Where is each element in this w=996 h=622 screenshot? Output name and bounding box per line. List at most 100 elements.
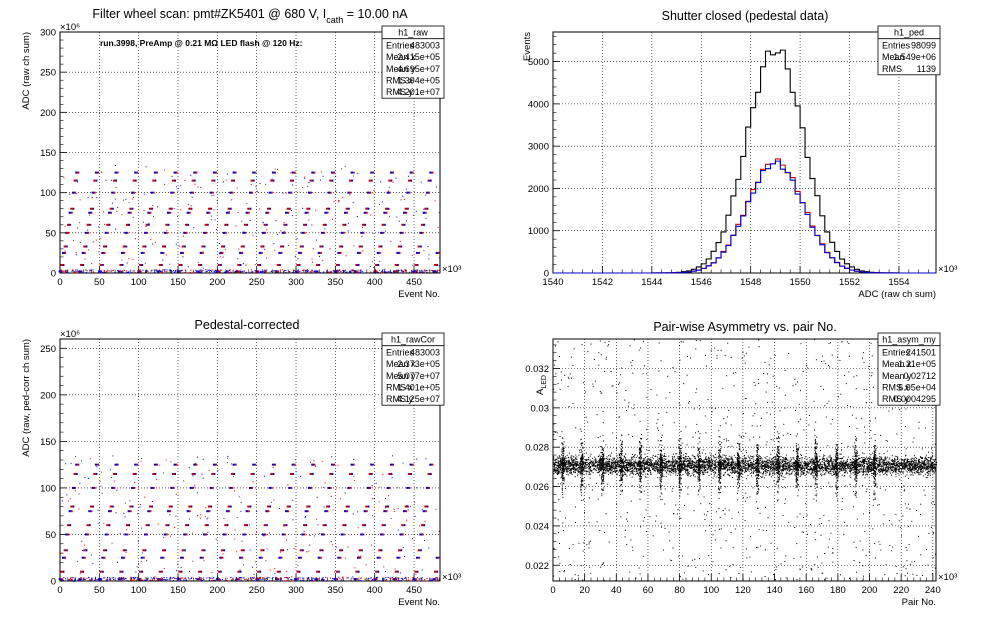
scatter-point [560,461,562,463]
y-tick-label: 3000 [528,142,549,153]
scatter-point [870,465,872,467]
scatter-point [559,458,561,460]
y-tick-label: 0.026 [525,482,549,493]
scatter-point [294,577,296,579]
scatter-point [361,223,365,226]
scatter-point [121,259,123,261]
scatter-point [643,462,645,464]
scatter-point [352,270,354,272]
scatter-point [225,211,229,214]
scatter-point [65,270,67,272]
scatter-point [194,183,196,185]
scatter-point [215,171,218,174]
scatter-point [560,468,562,470]
scatter-point [75,463,78,466]
x-tick-label: 1540 [542,277,563,288]
scatter-point [623,473,625,475]
scatter-point [330,191,332,194]
scatter-point [913,455,915,457]
scatter-point [113,480,115,482]
scatter-point [401,578,403,580]
scatter-point [145,524,149,527]
scatter-point [430,579,432,581]
scatter-point [366,211,368,214]
scatter-point [826,457,828,459]
scatter-point [770,467,772,469]
scatter-point [188,505,191,508]
scatter-point [98,522,100,524]
scatter-point [895,476,897,478]
scatter-point [69,193,71,195]
scatter-point [823,458,825,460]
scatter-point [331,472,334,475]
scatter-point [290,210,292,212]
scatter-point [202,251,204,253]
scatter-point [106,271,108,273]
scatter-point [701,472,703,474]
scatter-point [380,231,383,234]
scatter-point [124,578,126,580]
scatter-point [409,505,411,507]
scatter-point [258,251,262,254]
scatter-point [103,211,105,213]
scatter-point [163,537,165,539]
scatter-point [317,524,319,526]
scatter-point [368,579,370,581]
scatter-point [383,510,386,513]
x-tick-label: 150 [170,277,186,288]
scatter-point [290,191,293,194]
scatter-point [867,467,869,469]
scatter-point [208,211,211,214]
scatter-point [248,510,250,513]
scatter-point [412,171,414,174]
scatter-point [149,211,152,214]
scatter-point [92,269,94,271]
scatter-point [336,270,339,273]
scatter-point [384,524,386,527]
scatter-point [301,269,304,271]
scatter-point [182,256,184,258]
scatter-point [899,478,901,480]
scatter-point [170,577,172,579]
scatter-point [132,576,134,578]
scatter-point [722,465,724,467]
scatter-point [331,544,333,546]
scatter-point [641,461,643,463]
scatter-point [371,515,373,517]
scatter-point [902,465,904,467]
stats-value: 2.373e+05 [397,359,440,369]
scatter-point [653,464,655,466]
scatter-point [434,570,437,573]
scatter-point [729,463,731,465]
scatter-point [171,179,175,182]
scatter-point [622,475,624,477]
scatter-point [202,251,204,254]
x-axis-label: Pair No. [902,597,936,608]
scatter-point [286,577,288,579]
scatter-point [184,245,186,248]
scatter-point [60,552,62,554]
scatter-point [596,465,598,467]
scatter-point [278,556,281,559]
scatter-point [87,477,89,479]
scatter-point [594,466,596,468]
scatter-point [195,462,197,464]
x-axis-exponent: ×10³ [442,572,461,583]
scatter-point [150,239,152,241]
scatter-point [675,461,677,463]
scatter-point [611,467,613,469]
scatter-point [321,578,323,580]
scatter-point [700,465,702,467]
scatter-point [784,462,786,464]
scatter-point [819,471,821,473]
scatter-point [327,191,331,194]
scatter-point [337,269,339,271]
scatter-point [180,270,183,272]
scatter-point [144,577,147,579]
scatter-point [897,456,899,458]
scatter-point [786,462,788,464]
scatter-point [180,209,182,211]
scatter-point [387,495,389,497]
scatter-point [402,211,406,214]
scatter-point [868,469,870,471]
